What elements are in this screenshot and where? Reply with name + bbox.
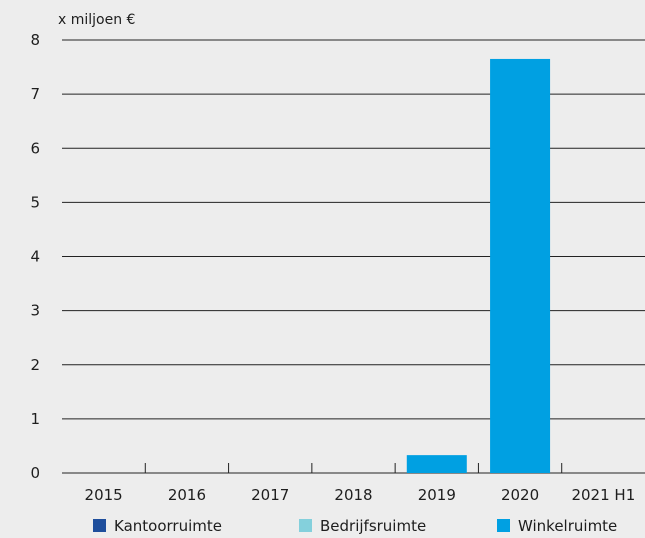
bars [406, 58, 551, 473]
y-tick-label: 8 [30, 31, 40, 49]
x-tick-label: 2015 [85, 486, 123, 504]
x-tick-label: 2016 [168, 486, 206, 504]
legend-swatch-kantoorruimte [93, 519, 106, 532]
y-tick-label: 5 [30, 193, 40, 211]
legend-label: Winkelruimte [518, 517, 617, 535]
bar-winkelruimte-2020 [490, 58, 551, 473]
y-tick-label: 1 [30, 410, 40, 428]
legend-swatch-bedrijfsruimte [299, 519, 312, 532]
x-tick-label: 2020 [501, 486, 539, 504]
y-tick-label: 3 [30, 302, 40, 320]
x-axis: 2015 2016 2017 2018 2019 2020 2021 H1 [85, 463, 635, 504]
legend-label: Kantoorruimte [114, 517, 222, 535]
y-tick-label: 2 [30, 356, 40, 374]
gridlines [62, 39, 645, 474]
y-tick-label: 4 [30, 248, 40, 266]
legend: Kantoorruimte Bedrijfsruimte Winkelruimte [93, 517, 617, 535]
legend-label: Bedrijfsruimte [320, 517, 426, 535]
x-tick-label: 2018 [334, 486, 372, 504]
y-axis-unit-label: x miljoen € [58, 12, 135, 28]
y-tick-label: 0 [30, 464, 40, 482]
x-tick-label: 2017 [251, 486, 289, 504]
y-tick-label: 7 [30, 85, 40, 103]
y-axis-ticks: 0 1 2 3 4 5 6 7 8 [30, 31, 40, 482]
x-tick-label: 2021 H1 [571, 486, 635, 504]
x-tick-label: 2019 [418, 486, 456, 504]
legend-swatch-winkelruimte [497, 519, 510, 532]
bar-winkelruimte-2019 [406, 455, 467, 473]
y-tick-label: 6 [30, 139, 40, 157]
